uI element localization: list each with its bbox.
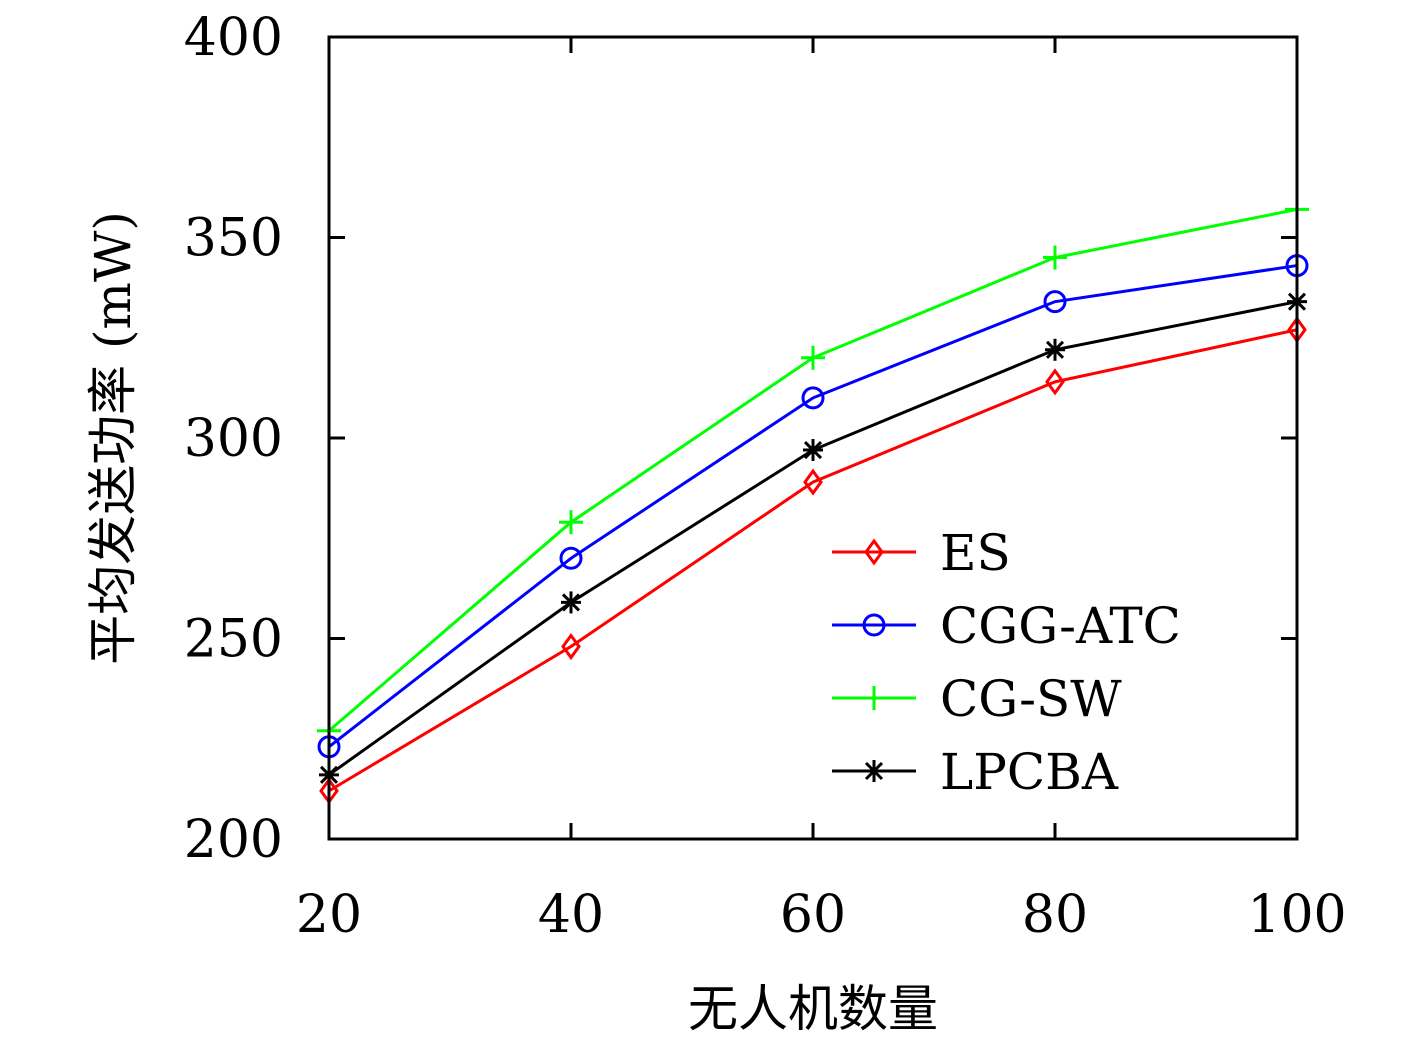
legend-label: CG-SW — [940, 670, 1122, 728]
legend-label: LPCBA — [940, 743, 1119, 801]
legend-item-lpcba: LPCBA — [832, 743, 1119, 801]
data-point — [559, 510, 583, 535]
y-tick-label: 300 — [184, 409, 283, 469]
series-line — [328, 328, 1298, 793]
plot-area — [317, 197, 1309, 805]
data-point — [801, 386, 825, 410]
x-tick-label: 20 — [296, 885, 362, 945]
y-tick-label: 250 — [184, 610, 283, 670]
legend-label: CGG-ATC — [940, 597, 1181, 655]
y-tick-label: 350 — [184, 209, 283, 269]
data-point — [801, 345, 825, 370]
legend-label: ES — [940, 524, 1011, 582]
data-point — [561, 591, 581, 614]
data-point — [803, 468, 823, 496]
series-lpcba — [319, 290, 1307, 786]
y-tick-label: 400 — [184, 8, 283, 68]
legend-item-cgg-atc: CGG-ATC — [832, 597, 1181, 655]
series-es — [319, 316, 1307, 805]
x-tick-label: 40 — [538, 885, 604, 945]
data-point — [1043, 245, 1067, 270]
y-tick-label: 200 — [184, 810, 283, 870]
legend-marker — [864, 538, 884, 566]
plot-frame — [327, 35, 1299, 841]
x-axis-title: 无人机数量 — [688, 980, 938, 1037]
data-point — [1043, 290, 1067, 314]
x-tick-label: 100 — [1247, 885, 1346, 945]
data-point — [1045, 338, 1065, 361]
series-cgg-atc — [317, 254, 1309, 759]
data-point — [1045, 368, 1065, 396]
legend-marker — [864, 760, 884, 782]
legend-marker — [862, 686, 886, 710]
legend-item-es: ES — [832, 524, 1011, 582]
axes: 20 40 60 80 100 200 250 300 350 400 — [184, 8, 1347, 945]
legend: ES CGG-ATC CG-SW LPCBA — [832, 524, 1181, 801]
legend-item-cg-sw: CG-SW — [832, 670, 1122, 728]
x-tick-label: 60 — [780, 885, 846, 945]
x-tick-label: 80 — [1022, 885, 1088, 945]
data-point — [559, 546, 583, 570]
data-point — [561, 632, 581, 661]
y-axis-title: 平均发送功率 (mW) — [84, 211, 142, 665]
series-line — [328, 264, 1298, 748]
data-point — [803, 439, 823, 462]
legend-marker — [862, 613, 886, 637]
